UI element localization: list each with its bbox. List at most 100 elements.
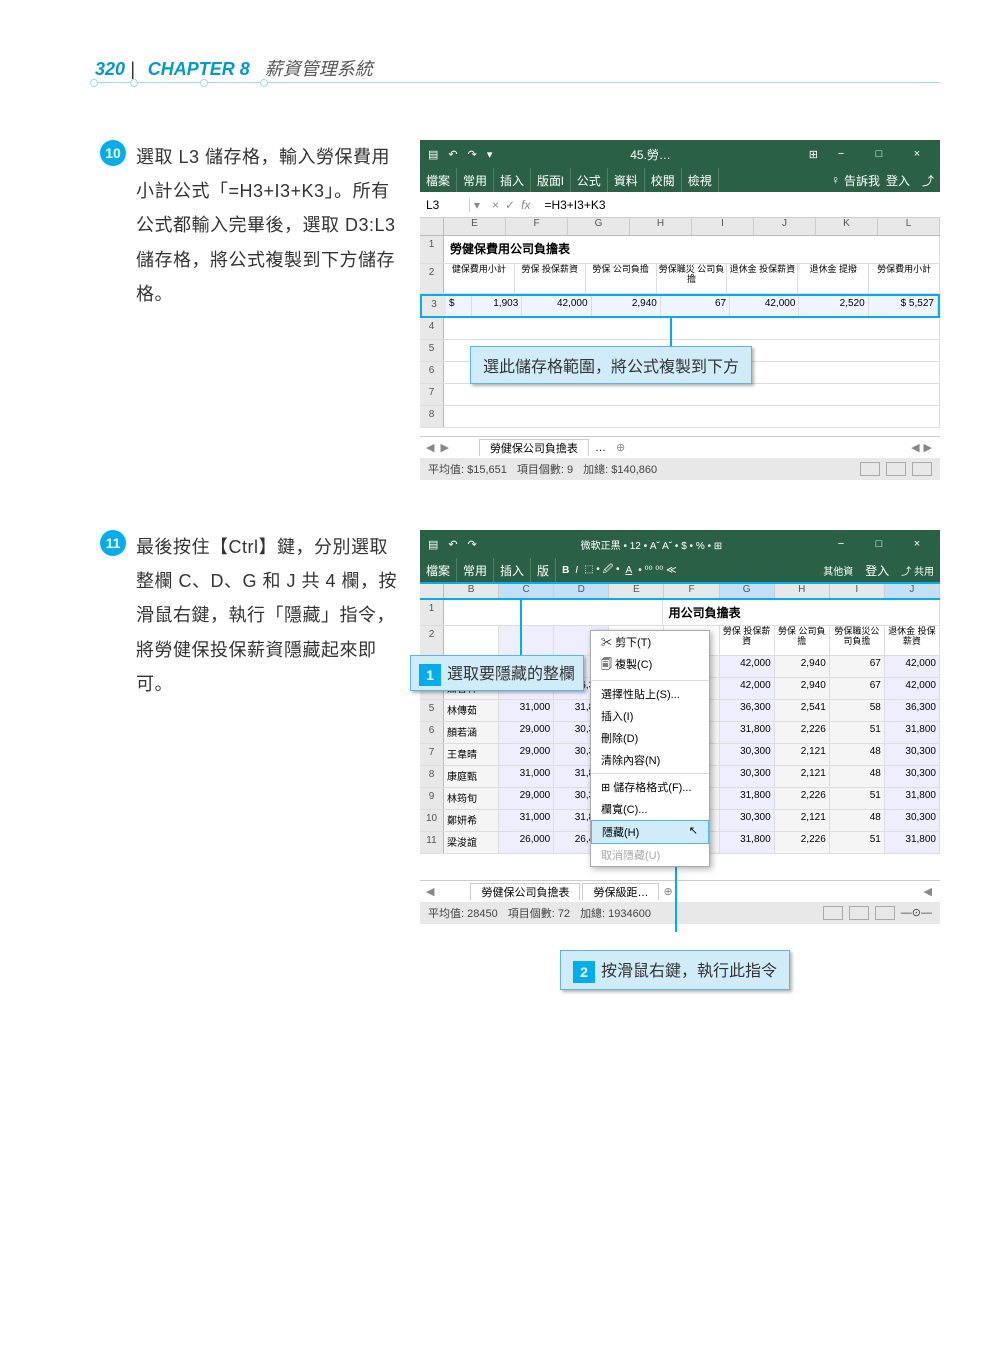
fx-icon[interactable]: fx: [521, 198, 530, 212]
col-h[interactable]: H: [630, 218, 692, 235]
tab-insert[interactable]: 插入: [494, 558, 531, 582]
status-sum: 加總: $140,860: [583, 461, 657, 477]
col-c[interactable]: C: [499, 584, 554, 598]
close-button[interactable]: ×: [902, 538, 932, 550]
col-b[interactable]: B: [444, 584, 499, 598]
view-layout-icon[interactable]: [886, 462, 906, 476]
enter-icon[interactable]: ✓: [505, 198, 515, 212]
column-headers: B C D E F G H I J: [420, 582, 940, 600]
col-k[interactable]: K: [816, 218, 878, 235]
cm-clear[interactable]: 清除內容(N): [591, 749, 709, 771]
name-box[interactable]: L3: [420, 198, 470, 212]
scroll-left-icon[interactable]: ◀: [911, 441, 919, 454]
add-sheet-icon[interactable]: ⊕: [663, 885, 672, 898]
cm-unhide[interactable]: 取消隱藏(U): [591, 844, 709, 866]
dropdown-icon[interactable]: ▾: [470, 198, 484, 212]
save-icon[interactable]: ▤: [428, 538, 438, 551]
signin-button[interactable]: 登入: [859, 562, 895, 579]
cell[interactable]: 1,903: [472, 296, 523, 316]
scroll-right-icon[interactable]: ▶: [924, 441, 932, 454]
cm-cut[interactable]: ✂ 剪下(T): [591, 631, 709, 653]
close-button[interactable]: ×: [902, 148, 932, 161]
tab-review[interactable]: 校閱: [645, 168, 682, 192]
cm-format[interactable]: ⊞ 儲存格格式(F)...: [591, 776, 709, 798]
cm-paste-special[interactable]: 選擇性貼上(S)...: [591, 683, 709, 705]
sheet-tab[interactable]: 勞保級距…: [582, 883, 659, 900]
sheet-title: 勞健保費用公司負擔表: [444, 236, 940, 263]
window-title: 45.勞…: [492, 146, 808, 163]
col-l[interactable]: L: [878, 218, 940, 235]
step-11-text: 最後按住【Ctrl】鍵，分別選取整欄 C、D、G 和 J 共 4 欄，按滑鼠右鍵…: [136, 530, 400, 930]
nav-left-icon[interactable]: ◀: [420, 441, 440, 454]
status-count: 項目個數: 9: [517, 461, 573, 477]
maximize-button[interactable]: □: [864, 538, 894, 550]
cell[interactable]: 67: [661, 296, 730, 316]
view-normal-icon[interactable]: [860, 462, 880, 476]
ribbon-toggle-icon[interactable]: ⊞: [809, 148, 818, 161]
undo-icon[interactable]: ↶: [448, 148, 457, 161]
tab-formula[interactable]: 公式: [571, 168, 608, 192]
maximize-button[interactable]: □: [864, 148, 894, 161]
col-i[interactable]: I: [830, 584, 885, 598]
tab-layout[interactable]: 版面l: [531, 168, 571, 192]
sheet-tab[interactable]: 勞健保公司負擔表: [470, 883, 580, 900]
cm-colwidth[interactable]: 欄寬(C)...: [591, 798, 709, 820]
redo-icon[interactable]: ↷: [468, 148, 477, 161]
sheet-tab[interactable]: 勞健保公司負擔表: [479, 439, 589, 456]
sheet-body[interactable]: 1 勞健保費用公司負擔表 2 健保費用小計 勞保 投保薪資 勞保 公司負擔 勞保…: [420, 236, 940, 436]
cm-delete[interactable]: 刪除(D): [591, 727, 709, 749]
formula-input[interactable]: =H3+I3+K3: [538, 198, 940, 212]
nav-left-icon[interactable]: ◀: [420, 885, 440, 898]
col-f[interactable]: F: [506, 218, 568, 235]
tell-me[interactable]: ♀ 告訴我: [831, 172, 880, 189]
col-h[interactable]: H: [775, 584, 830, 598]
status-bar: 平均值: $15,651 項目個數: 9 加總: $140,860: [420, 458, 940, 480]
add-sheet-icon[interactable]: ⊕: [616, 441, 625, 454]
view-normal-icon[interactable]: [823, 906, 843, 920]
sheet-body[interactable]: 1 用公司負擔表 2 勞保 投保薪資 勞保 公司負擔 勞保職災公 司負擔 退休金…: [420, 600, 940, 880]
step-10-text: 選取 L3 儲存格，輸入勞保費用小計公式「=H3+I3+K3」。所有公式都輸入完…: [136, 140, 400, 480]
save-icon[interactable]: ▤: [428, 148, 438, 161]
cell[interactable]: 42,000: [522, 296, 591, 316]
tab-view[interactable]: 檢視: [682, 168, 719, 192]
cm-insert[interactable]: 插入(I): [591, 705, 709, 727]
cm-hide[interactable]: 隱藏(H) ↖: [591, 820, 709, 844]
cancel-icon[interactable]: ×: [492, 198, 499, 212]
cell[interactable]: 2,520: [799, 296, 868, 316]
col-g[interactable]: G: [568, 218, 630, 235]
zoom-slider[interactable]: —⊙—: [901, 906, 932, 920]
view-break-icon[interactable]: [875, 906, 895, 920]
cell[interactable]: $: [446, 296, 472, 316]
signin-button[interactable]: 登入: [880, 172, 916, 189]
tab-home[interactable]: 常用: [457, 558, 494, 582]
cell[interactable]: 2,940: [592, 296, 661, 316]
view-layout-icon[interactable]: [849, 906, 869, 920]
tab-layout[interactable]: 版: [531, 558, 556, 582]
col-e[interactable]: E: [444, 218, 506, 235]
col-e[interactable]: E: [609, 584, 664, 598]
tab-insert[interactable]: 插入: [494, 168, 531, 192]
view-break-icon[interactable]: [912, 462, 932, 476]
tab-home[interactable]: 常用: [457, 168, 494, 192]
col-g[interactable]: G: [720, 584, 775, 598]
tab-data[interactable]: 資料: [608, 168, 645, 192]
col-d[interactable]: D: [554, 584, 609, 598]
cm-copy[interactable]: 🗐 複製(C): [591, 653, 709, 678]
redo-icon[interactable]: ↷: [468, 538, 477, 551]
cell[interactable]: 42,000: [730, 296, 799, 316]
tab-file[interactable]: 檔案: [420, 558, 457, 582]
col-j[interactable]: J: [885, 584, 940, 598]
undo-icon[interactable]: ↶: [448, 538, 457, 551]
col-i[interactable]: I: [692, 218, 754, 235]
tab-file[interactable]: 檔案: [420, 168, 457, 192]
nav-right-icon[interactable]: ▶: [440, 441, 448, 454]
share-button[interactable]: ⤴ 共用: [895, 563, 940, 578]
scroll-left-icon[interactable]: ◀: [924, 885, 932, 898]
col-j[interactable]: J: [754, 218, 816, 235]
minimize-button[interactable]: −: [826, 148, 856, 161]
share-icon[interactable]: ⤴: [916, 172, 940, 189]
minimize-button[interactable]: −: [826, 538, 856, 550]
other-button[interactable]: 其他資: [817, 563, 859, 578]
col-f[interactable]: F: [664, 584, 719, 598]
cell[interactable]: $ 5,527: [869, 296, 938, 316]
